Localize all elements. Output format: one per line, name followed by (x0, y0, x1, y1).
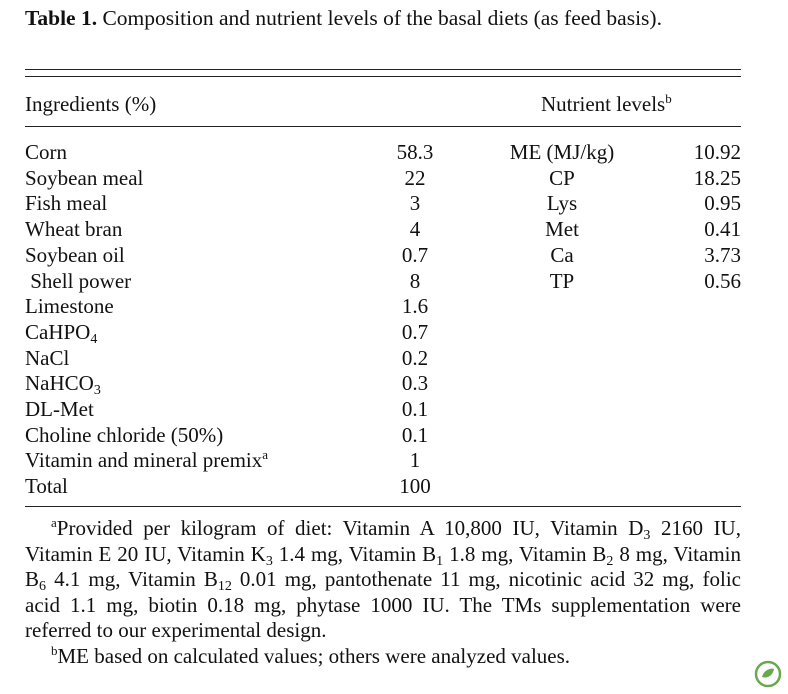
ingredient-name: Vitamin and mineral premixa (25, 448, 268, 472)
ingredient-value: 1 (409, 448, 421, 473)
ingredient-name: DL-Met (25, 397, 94, 421)
name-text: DL-Met (25, 397, 94, 421)
subscript: 6 (39, 579, 47, 595)
ingredient-value: 1.6 (401, 294, 429, 319)
name-text: Shell power (25, 268, 132, 293)
footnote-mark: b (665, 91, 672, 106)
header-ingredients: Ingredients (%) (25, 92, 157, 116)
name-text: Soybean meal (25, 165, 144, 190)
footnote-mark: a (262, 447, 269, 463)
name-text: Soybean oil (25, 242, 125, 267)
footnotes: aProvided per kilogram of diet: Vitamin … (25, 516, 741, 670)
ingredient-name: Corn (25, 140, 67, 164)
footnote-text: 8 mg, Vitamin B (25, 541, 741, 592)
top-rule (25, 69, 741, 70)
footnote-text: 1.4 mg, Vitamin B (272, 541, 437, 566)
nutrient-name: TP (549, 268, 575, 293)
ingredient-name: CaHPO4 (25, 319, 98, 347)
ingredient-name: Total (25, 474, 68, 498)
subscript: 3 (93, 383, 101, 399)
footnote-text: Provided per kilogram of diet: Vitamin A… (56, 516, 644, 540)
name-text: CaHPO (25, 319, 91, 344)
header-nutrients-text: Nutrient levels (541, 92, 666, 116)
name-text: Wheat bran (25, 217, 123, 242)
header-rule (25, 126, 741, 127)
footnote: aProvided per kilogram of diet: Vitamin … (25, 516, 741, 644)
footnote-text: 4.1 mg, Vitamin B (46, 567, 218, 592)
nutrient-value: 18.25 (693, 165, 741, 190)
nutrient-value: 0.95 (704, 191, 741, 216)
ingredient-value: 0.1 (401, 422, 429, 447)
subscript: 3 (265, 553, 273, 569)
caption: Table 1. Composition and nutrient levels… (25, 5, 741, 31)
ingredient-name: Shell power (25, 269, 131, 293)
ingredient-name: Wheat bran (25, 217, 122, 241)
subscript: 2 (606, 553, 614, 569)
ingredient-value: 0.3 (401, 371, 429, 396)
bottom-rule (25, 506, 741, 507)
top-rule (25, 76, 741, 77)
nutrient-value: 10.92 (693, 140, 741, 164)
ingredient-name: Choline chloride (50%) (25, 423, 223, 447)
name-text: Vitamin and mineral premix (25, 448, 263, 473)
nutrient-name: Met (545, 217, 579, 242)
nutrient-name: ME (MJ/kg) (509, 140, 615, 164)
footnote-text: 2160 IU, Vitamin E 20 IU, Vitamin K (25, 516, 741, 566)
ingredient-name: NaCl (25, 346, 69, 370)
ingredient-value: 22 (404, 165, 426, 190)
ingredient-value: 0.7 (401, 319, 429, 344)
name-text: Fish meal (25, 191, 108, 216)
footnote-mark: a (51, 515, 57, 530)
ingredient-value: 8 (409, 268, 421, 293)
footnote-text: 1.8 mg, Vitamin B (443, 541, 607, 566)
name-text: NaCl (25, 345, 70, 370)
caption-label: Table 1. (25, 6, 98, 30)
ingredient-value: 0.1 (401, 397, 429, 421)
ingredient-value: 0.2 (401, 345, 429, 370)
nutrient-name: Lys (546, 191, 578, 216)
subscript: 3 (643, 528, 651, 543)
name-text: NaHCO (25, 371, 94, 396)
nutrient-value: 0.41 (704, 217, 741, 242)
ingredient-name: Limestone (25, 294, 114, 318)
nutrient-value: 0.56 (704, 268, 741, 293)
ingredient-name: Soybean meal (25, 166, 143, 190)
nutrient-name: CP (549, 165, 575, 190)
nutrient-value: 3.73 (704, 242, 741, 267)
subscript: 12 (217, 579, 232, 595)
name-text: Total (25, 474, 68, 499)
footnote-mark: b (51, 642, 58, 658)
footnote-text: ME based on calculated values; others we… (57, 643, 571, 668)
nutrient-name: Ca (550, 242, 574, 267)
header-nutrients: Nutrient levelsb (541, 92, 672, 116)
ingredient-name: Soybean oil (25, 243, 125, 267)
ingredient-name: Fish meal (25, 191, 107, 215)
name-text: Limestone (25, 294, 114, 319)
ingredient-value: 0.7 (401, 242, 429, 267)
ingredient-value: 4 (409, 217, 421, 242)
caption-text: Composition and nutrient levels of the b… (102, 6, 662, 30)
subscript: 1 (436, 553, 444, 569)
ingredient-value: 100 (399, 474, 431, 499)
name-text: Choline chloride (50%) (25, 422, 224, 447)
logo-icon (754, 660, 782, 688)
name-text: Corn (25, 140, 67, 164)
ingredient-value: 58.3 (396, 140, 434, 164)
ingredient-name: NaHCO3 (25, 371, 101, 399)
footnote-text: 0.01 mg, pantothenate 11 mg, nicotinic a… (25, 567, 741, 643)
footnote: bME based on calculated values; others w… (25, 644, 741, 670)
ingredient-value: 3 (409, 191, 421, 216)
subscript: 4 (90, 331, 98, 347)
